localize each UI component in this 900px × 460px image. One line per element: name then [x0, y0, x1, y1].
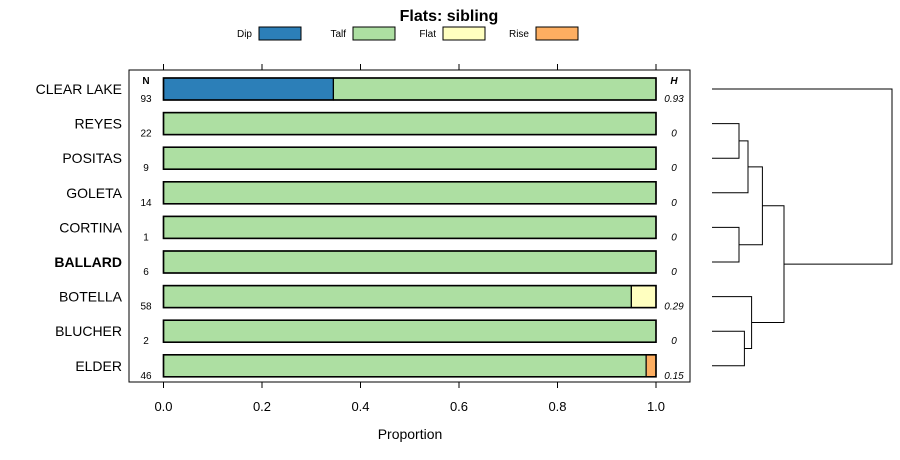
bar-talf-2: [162, 146, 657, 170]
bar-talf-1: [162, 111, 657, 136]
h-values: H 0.93 0 0 0 0 0 0.29 0 0.15: [664, 76, 684, 382]
legend-label-rise: Rise: [509, 29, 529, 40]
bar-outline-1: [162, 111, 657, 136]
dendrogram-link-0: [712, 123, 740, 159]
legend-swatch-dip: [258, 26, 302, 41]
h-value-5: 0: [671, 267, 677, 278]
dendrogram: [712, 88, 893, 367]
bar-talf-7: [162, 319, 657, 343]
plot-frame: [128, 69, 691, 383]
bar-outline-0: [162, 77, 657, 101]
h-value-1: 0: [671, 129, 677, 140]
x-axis-label: Proportion: [378, 426, 443, 442]
y-label-6: BOTELLA: [59, 289, 123, 305]
dendrogram-link-3: [739, 166, 763, 246]
x-tick-label-3: 0.6: [450, 399, 468, 414]
bar-talf-0: [332, 77, 657, 101]
x-tick-label-5: 1.0: [647, 399, 665, 414]
bar-outline-8: [162, 353, 657, 378]
h-value-7: 0: [671, 336, 677, 347]
bar-outline-4: [162, 215, 657, 240]
x-tick-label-1: 0.2: [253, 399, 271, 414]
bar-talf-6: [162, 285, 632, 309]
bar-outline-2: [162, 146, 657, 170]
bar-flat-6: [630, 285, 657, 309]
dendrogram-link-4: [712, 330, 745, 367]
bar-dip-0: [162, 77, 335, 101]
dendrogram-link-7: [712, 88, 893, 265]
dendrogram-link-6: [751, 205, 785, 324]
legend-label-dip: Dip: [237, 29, 252, 40]
y-label-2: POSITAS: [62, 150, 122, 166]
legend-label-talf: Talf: [330, 29, 346, 40]
bar-talf-5: [162, 250, 657, 274]
h-value-3: 0: [671, 198, 677, 209]
h-value-4: 0: [671, 232, 677, 243]
legend-swatch-rise: [535, 26, 579, 41]
y-label-3: GOLETA: [66, 185, 122, 201]
n-value-6: 58: [140, 302, 152, 313]
h-value-8: 0.15: [664, 371, 684, 382]
dendrogram-link-5: [712, 296, 753, 349]
legend-label-flat: Flat: [419, 29, 436, 40]
legend-swatch-flat: [442, 26, 486, 41]
h-header: H: [670, 76, 678, 87]
bar-outline-3: [162, 181, 657, 205]
n-value-5: 6: [143, 267, 149, 278]
n-value-2: 9: [143, 163, 149, 174]
y-label-1: REYES: [75, 116, 122, 132]
bars: [162, 77, 657, 378]
y-label-8: ELDER: [75, 358, 122, 374]
h-value-6: 0.29: [664, 302, 684, 313]
y-label-5: BALLARD: [54, 254, 122, 270]
n-value-0: 93: [140, 94, 152, 105]
n-value-1: 22: [140, 129, 152, 140]
y-axis-labels: CLEAR LAKE REYES POSITAS GOLETA CORTINA BALLA…: [36, 81, 123, 374]
bar-outline-7: [162, 319, 657, 344]
n-values: N 93 22 9 14 1 6 58 2 46: [140, 76, 152, 382]
n-value-4: 1: [143, 232, 149, 243]
chart-title: Flats: sibling: [400, 8, 499, 25]
x-tick-label-0: 0.0: [154, 399, 172, 414]
bar-outline-6: [162, 284, 657, 309]
h-value-2: 0: [671, 163, 677, 174]
n-header: N: [142, 76, 149, 87]
n-value-3: 14: [140, 198, 152, 209]
n-value-8: 46: [140, 371, 152, 382]
x-tick-label-2: 0.4: [351, 399, 369, 414]
bar-talf-4: [162, 215, 657, 239]
x-axis: 0.0 0.2 0.4 0.6 0.8 1.0: [154, 64, 665, 414]
y-label-0: CLEAR LAKE: [36, 81, 122, 97]
dendrogram-link-2: [712, 226, 740, 263]
dendrogram-link-1: [712, 140, 749, 194]
y-label-7: BLUCHER: [55, 323, 122, 339]
legend: Dip Talf Flat Rise: [237, 26, 579, 41]
bar-talf-3: [162, 181, 657, 205]
legend-swatch-talf: [352, 26, 396, 41]
bar-rise-8: [645, 354, 657, 378]
x-tick-label-4: 0.8: [548, 399, 566, 414]
h-value-0: 0.93: [664, 94, 684, 105]
y-label-4: CORTINA: [59, 219, 122, 235]
n-value-7: 2: [143, 336, 149, 347]
bar-talf-8: [162, 354, 647, 378]
bar-outline-5: [162, 250, 657, 274]
